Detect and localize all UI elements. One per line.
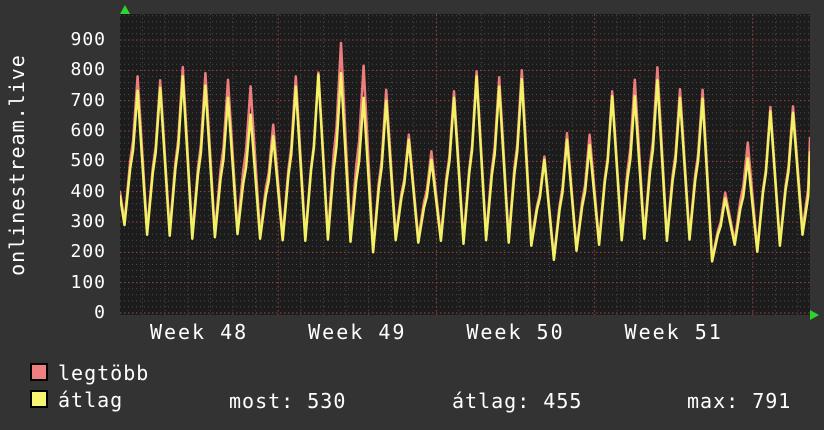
legend-swatch-atlag (30, 389, 48, 408)
y-axis-tick-label: 900 (70, 29, 106, 50)
stat-atlag-value: 455 (543, 389, 583, 413)
x-axis-week-label: Week 48 (149, 320, 249, 344)
x-axis-week-label: Week 51 (624, 320, 723, 344)
legend-swatch-legtobb (30, 362, 48, 381)
y-axis-arrow-icon (120, 5, 130, 14)
plot-area (120, 14, 810, 315)
y-axis-tick-label: 700 (70, 89, 106, 111)
x-axis-week-label: Week 49 (308, 320, 407, 344)
stat-max-label: max: (687, 389, 740, 413)
stat-atlag-label: átlag: (452, 389, 531, 413)
y-axis-tick-label: 200 (70, 241, 106, 263)
legend-item-legtobb: legtöbb (30, 361, 150, 385)
stat-atlag: átlag: 455 (452, 389, 582, 413)
y-axis-tick-label: 500 (70, 150, 106, 172)
stat-max: max: 791 (687, 389, 791, 413)
legend-item-atlag: átlag (30, 388, 124, 412)
stat-most: most: 530 (229, 389, 346, 413)
legend-label-atlag: átlag (58, 388, 124, 412)
y-axis-tick-label: 300 (70, 211, 106, 232)
y-axis-tick-label: 400 (70, 180, 106, 202)
y-axis-tick-label: 600 (70, 120, 106, 141)
y-axis-tick-label: 800 (70, 59, 106, 81)
y-axis-tick-label: 0 (94, 302, 106, 323)
legend-label-legtobb: legtöbb (58, 361, 150, 385)
stat-most-label: most: (229, 389, 295, 413)
vertical-axis-title: onlinestream.live (5, 54, 29, 276)
stat-most-value: 530 (307, 389, 347, 413)
x-axis-week-label: Week 50 (466, 320, 565, 344)
x-axis-arrow-icon (810, 310, 819, 320)
time-series-chart (120, 14, 810, 315)
stat-max-value: 791 (752, 389, 792, 413)
y-axis-tick-label: 100 (70, 271, 106, 293)
